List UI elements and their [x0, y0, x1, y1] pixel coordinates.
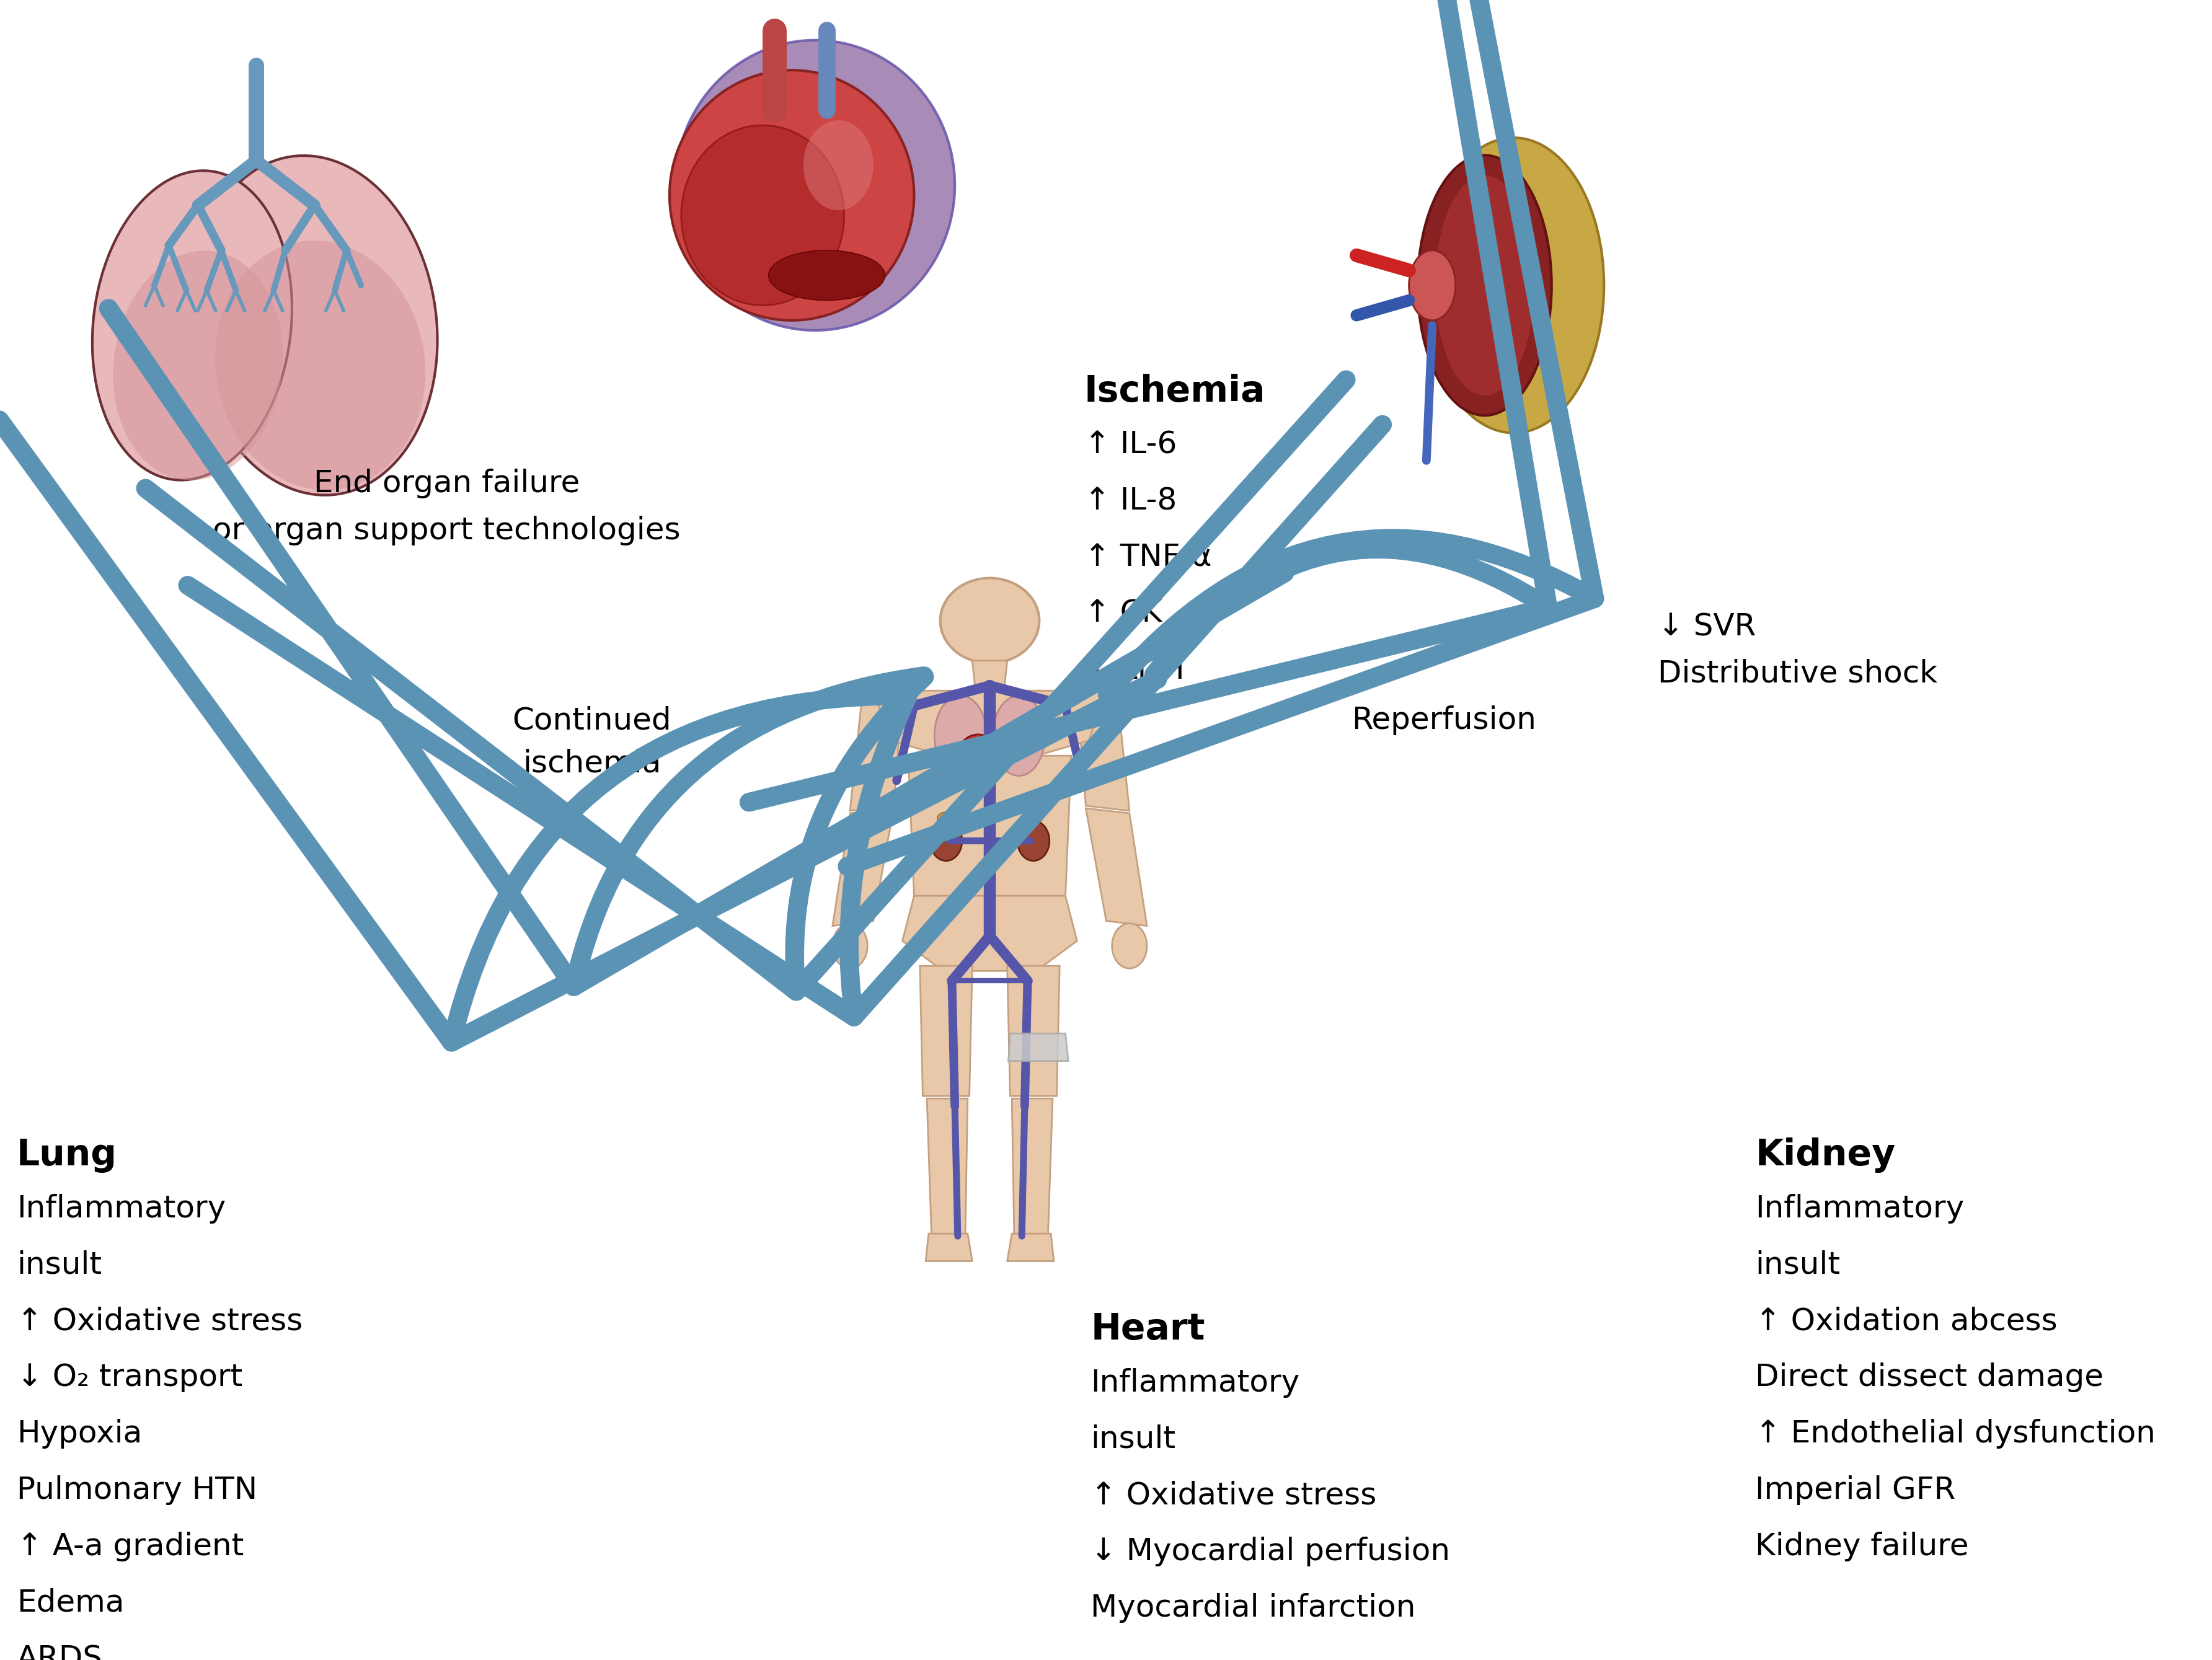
Text: ↑ A-a gradient: ↑ A-a gradient [18, 1532, 243, 1562]
Ellipse shape [1409, 251, 1455, 320]
Text: ↑ LDH: ↑ LDH [1084, 656, 1186, 686]
Circle shape [940, 578, 1040, 662]
Ellipse shape [675, 40, 956, 330]
Ellipse shape [192, 156, 438, 495]
Polygon shape [874, 691, 1106, 755]
Text: ↑ Oxidation abcess: ↑ Oxidation abcess [1756, 1306, 2057, 1336]
Ellipse shape [803, 120, 874, 211]
Ellipse shape [1436, 176, 1535, 395]
Text: insult: insult [1091, 1424, 1175, 1454]
Text: Distributive shock: Distributive shock [1657, 659, 1938, 689]
Text: Lung: Lung [18, 1137, 117, 1174]
Text: Reperfusion: Reperfusion [1352, 705, 1535, 735]
Polygon shape [902, 896, 1077, 971]
Text: ↓ Myocardial perfusion: ↓ Myocardial perfusion [1091, 1537, 1451, 1567]
Polygon shape [849, 696, 902, 810]
Text: Pulmonary HTN: Pulmonary HTN [18, 1476, 257, 1506]
Polygon shape [1006, 966, 1060, 1096]
Polygon shape [925, 1233, 973, 1262]
Text: Continued: Continued [513, 705, 672, 735]
Text: Heart: Heart [1091, 1311, 1206, 1346]
Ellipse shape [993, 696, 1044, 775]
Text: ↑ Oxidative stress: ↑ Oxidative stress [18, 1306, 303, 1336]
Ellipse shape [681, 124, 845, 305]
Ellipse shape [1418, 156, 1551, 415]
Text: Kidney failure: Kidney failure [1756, 1532, 1969, 1562]
Polygon shape [1006, 1233, 1053, 1262]
Ellipse shape [93, 171, 292, 480]
Text: Hypoxia: Hypoxia [18, 1419, 142, 1449]
Text: End organ failure: End organ failure [314, 468, 580, 498]
Ellipse shape [1113, 923, 1148, 968]
Ellipse shape [933, 696, 987, 775]
Polygon shape [1086, 808, 1148, 926]
Ellipse shape [832, 923, 867, 968]
Text: ischemia: ischemia [522, 749, 661, 779]
Text: insult: insult [18, 1250, 102, 1280]
Ellipse shape [113, 251, 283, 480]
Text: Direct dissect damage: Direct dissect damage [1756, 1363, 2104, 1393]
Polygon shape [1009, 1034, 1068, 1061]
Polygon shape [832, 808, 894, 926]
Text: ↑ CK: ↑ CK [1084, 599, 1161, 629]
Ellipse shape [670, 70, 914, 320]
Text: ↑ Oxidative stress: ↑ Oxidative stress [1091, 1481, 1376, 1511]
Text: ↓ O₂ transport: ↓ O₂ transport [18, 1363, 243, 1393]
Polygon shape [1077, 696, 1130, 810]
Ellipse shape [1024, 812, 1042, 825]
Text: ↓ SVR: ↓ SVR [1657, 613, 1756, 642]
Text: Inflammatory: Inflammatory [1091, 1368, 1301, 1398]
Polygon shape [909, 755, 1071, 896]
Text: Ischemia: Ischemia [1084, 374, 1265, 408]
Ellipse shape [1425, 138, 1604, 433]
Ellipse shape [215, 241, 425, 490]
Text: ↑ IL-6: ↑ IL-6 [1084, 430, 1177, 460]
Text: ARDS: ARDS [18, 1643, 102, 1660]
Text: ↑ Endothelial dysfunction: ↑ Endothelial dysfunction [1756, 1419, 2157, 1449]
Text: ↑ IL-8: ↑ IL-8 [1084, 486, 1177, 516]
Text: ↑ TNF-α: ↑ TNF-α [1084, 543, 1212, 573]
Ellipse shape [938, 812, 956, 825]
Text: Imperial GFR: Imperial GFR [1756, 1476, 1955, 1506]
Text: Inflammatory: Inflammatory [1756, 1194, 1964, 1223]
Polygon shape [1011, 1099, 1053, 1237]
Polygon shape [920, 966, 973, 1096]
Text: Edema: Edema [18, 1587, 124, 1617]
Text: Myocardial infarction: Myocardial infarction [1091, 1594, 1416, 1623]
Ellipse shape [1018, 820, 1048, 862]
Ellipse shape [984, 760, 1006, 775]
Polygon shape [927, 1099, 967, 1237]
Text: Kidney: Kidney [1756, 1137, 1896, 1174]
Ellipse shape [929, 820, 962, 862]
Ellipse shape [958, 734, 998, 777]
Ellipse shape [768, 251, 885, 300]
Text: Inflammatory: Inflammatory [18, 1194, 226, 1223]
Text: or organ support technologies: or organ support technologies [212, 515, 681, 544]
Text: insult: insult [1756, 1250, 1840, 1280]
Polygon shape [973, 661, 1006, 689]
